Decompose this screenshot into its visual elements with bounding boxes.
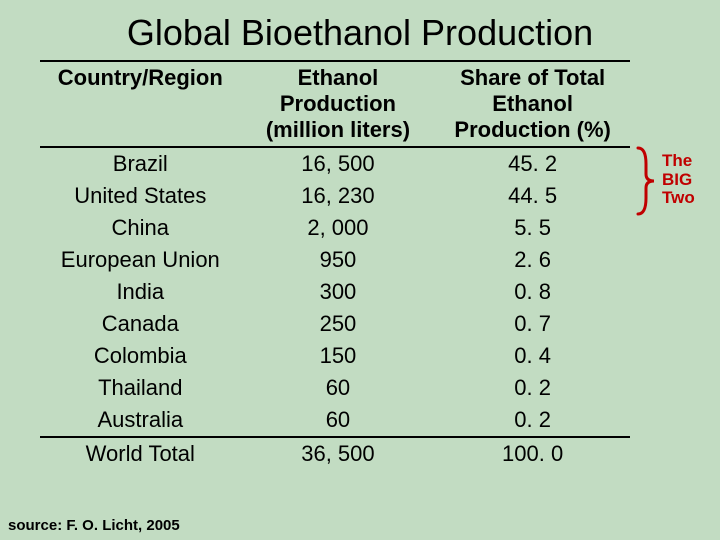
cell-prod: 250 — [241, 308, 436, 340]
total-row: World Total 36, 500 100. 0 — [40, 437, 630, 470]
col-production: Ethanol Production (million liters) — [241, 61, 436, 147]
table-row: European Union 950 2. 6 — [40, 244, 630, 276]
cell-share: 2. 6 — [435, 244, 630, 276]
cell-prod: 60 — [241, 404, 436, 437]
table-wrap: Country/Region Ethanol Production (milli… — [40, 60, 680, 470]
cell-share: 100. 0 — [435, 437, 630, 470]
cell-country: China — [40, 212, 241, 244]
cell-country: Thailand — [40, 372, 241, 404]
data-table: Country/Region Ethanol Production (milli… — [40, 60, 630, 470]
header-row: Country/Region Ethanol Production (milli… — [40, 61, 630, 147]
cell-prod: 150 — [241, 340, 436, 372]
table-row: China 2, 000 5. 5 — [40, 212, 630, 244]
table-row: United States 16, 230 44. 5 — [40, 180, 630, 212]
annotation-line: Two — [662, 188, 695, 207]
table-row: Canada 250 0. 7 — [40, 308, 630, 340]
cell-share: 5. 5 — [435, 212, 630, 244]
source-text: source: F. O. Licht, 2005 — [8, 517, 180, 534]
cell-country: Australia — [40, 404, 241, 437]
annotation-line: BIG — [662, 170, 692, 189]
table-row: Brazil 16, 500 45. 2 — [40, 147, 630, 180]
cell-share: 0. 7 — [435, 308, 630, 340]
cell-prod: 2, 000 — [241, 212, 436, 244]
cell-share: 0. 2 — [435, 404, 630, 437]
cell-share: 0. 2 — [435, 372, 630, 404]
cell-country: India — [40, 276, 241, 308]
cell-prod: 16, 500 — [241, 147, 436, 180]
table-row: Thailand 60 0. 2 — [40, 372, 630, 404]
annotation-line: The — [662, 151, 692, 170]
col-share: Share of Total Ethanol Production (%) — [435, 61, 630, 147]
table-row: Colombia 150 0. 4 — [40, 340, 630, 372]
slide: Global Bioethanol Production Country/Reg… — [0, 0, 720, 540]
cell-prod: 36, 500 — [241, 437, 436, 470]
cell-country: Brazil — [40, 147, 241, 180]
cell-country: European Union — [40, 244, 241, 276]
bracket-icon — [636, 146, 658, 216]
cell-country: World Total — [40, 437, 241, 470]
cell-prod: 16, 230 — [241, 180, 436, 212]
cell-prod: 60 — [241, 372, 436, 404]
cell-country: Canada — [40, 308, 241, 340]
table-row: India 300 0. 8 — [40, 276, 630, 308]
slide-title: Global Bioethanol Production — [0, 0, 720, 60]
cell-share: 0. 4 — [435, 340, 630, 372]
annotation-big-two: The BIG Two — [662, 152, 695, 208]
cell-share: 45. 2 — [435, 147, 630, 180]
cell-share: 0. 8 — [435, 276, 630, 308]
cell-share: 44. 5 — [435, 180, 630, 212]
cell-prod: 950 — [241, 244, 436, 276]
table-row: Australia 60 0. 2 — [40, 404, 630, 437]
cell-prod: 300 — [241, 276, 436, 308]
cell-country: Colombia — [40, 340, 241, 372]
col-country: Country/Region — [40, 61, 241, 147]
cell-country: United States — [40, 180, 241, 212]
